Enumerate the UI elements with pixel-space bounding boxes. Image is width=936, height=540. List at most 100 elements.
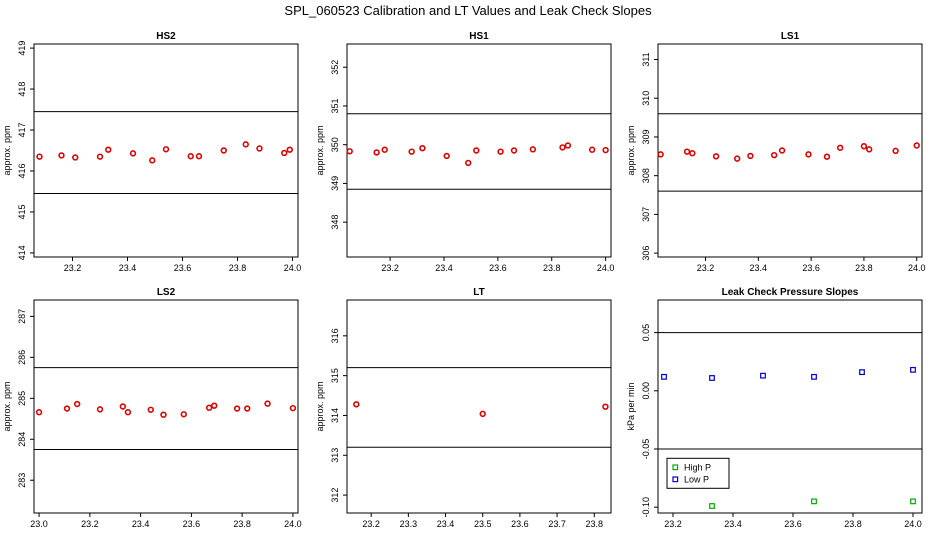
x-tick-label: 23.2 <box>381 263 399 273</box>
x-tick-label: 24.0 <box>597 263 615 273</box>
data-point <box>892 147 899 155</box>
y-tick-label: 348 <box>330 215 340 230</box>
x-tick-label: 23.2 <box>664 519 682 529</box>
data-point <box>96 406 104 413</box>
data-point <box>836 144 844 151</box>
figure-title: SPL_060523 Calibration and LT Values and… <box>284 3 652 18</box>
data-point <box>588 146 596 153</box>
panel-title: LT <box>473 287 484 298</box>
data-point <box>73 400 81 408</box>
x-tick-label: 23.4 <box>132 519 150 529</box>
data-point <box>58 152 65 159</box>
data-point <box>559 144 566 151</box>
data-point <box>661 373 667 380</box>
x-tick-label: 23.8 <box>229 263 247 273</box>
data-point <box>712 153 720 160</box>
y-tick-label: 0.05 <box>641 324 651 342</box>
data-point <box>124 409 132 416</box>
data-point <box>465 159 472 167</box>
data-point <box>187 153 194 160</box>
y-tick-label: 417 <box>17 123 27 138</box>
data-point <box>286 146 293 153</box>
data-point <box>529 146 537 153</box>
data-point <box>657 151 664 158</box>
data-point <box>689 150 696 157</box>
data-point <box>823 153 831 160</box>
x-tick-label: 23.6 <box>511 519 529 529</box>
data-point <box>72 154 79 161</box>
data-point <box>733 155 741 162</box>
y-axis-label: approx. ppm <box>626 125 636 175</box>
data-point <box>408 148 415 155</box>
y-tick-label: 350 <box>330 137 340 152</box>
data-point <box>709 375 715 381</box>
y-tick-label: 312 <box>330 488 340 503</box>
x-tick-label: 23.2 <box>362 519 380 529</box>
data-point <box>220 147 227 154</box>
data-point <box>35 409 43 416</box>
y-axis-label: approx. ppm <box>2 125 12 175</box>
legend-marker <box>672 476 679 483</box>
x-tick-label: 23.4 <box>724 519 742 529</box>
x-tick-label: 23.3 <box>400 519 418 529</box>
legend-box <box>666 457 730 489</box>
data-point <box>564 142 572 149</box>
x-tick-label: 23.4 <box>435 263 453 273</box>
data-point <box>913 142 920 149</box>
data-point <box>147 406 154 413</box>
x-tick-label: 23.6 <box>183 519 201 529</box>
chart-panel-4: LS2 23.0 23.2 23.4 23.6 23.8 24.0 283 284 285 286 2… <box>2 287 302 529</box>
x-tick-label: 23.8 <box>586 519 604 529</box>
panel-title: HS2 <box>156 31 176 42</box>
data-point <box>195 153 203 160</box>
data-point <box>602 403 609 410</box>
x-tick-label: 23.2 <box>697 263 715 273</box>
y-tick-label: 315 <box>330 368 340 383</box>
legend-label: High P <box>684 462 711 472</box>
x-tick-label: 23.8 <box>844 519 862 529</box>
y-tick-label: 316 <box>330 328 340 343</box>
y-tick-label: 309 <box>641 129 651 144</box>
data-point <box>419 144 426 152</box>
x-tick-label: 23.2 <box>81 519 99 529</box>
x-tick-label: 23.4 <box>119 263 137 273</box>
data-point <box>910 366 916 373</box>
y-tick-label: 284 <box>17 432 27 447</box>
y-axis-label: approx. ppm <box>315 381 325 431</box>
y-tick-label: 308 <box>641 168 651 183</box>
data-point <box>381 146 388 153</box>
data-point <box>747 152 754 160</box>
chart-panel-1: HS2 23.2 23.4 23.6 23.8 24.0 414 415 416 417 418 41… <box>2 31 301 273</box>
data-point <box>281 149 288 157</box>
x-tick-label: 23.6 <box>802 263 820 273</box>
y-tick-label: 416 <box>17 163 27 178</box>
data-point <box>805 151 812 158</box>
x-tick-label: 23.8 <box>233 519 251 529</box>
x-tick-label: 23.6 <box>174 263 192 273</box>
data-point <box>497 148 504 155</box>
y-tick-label: 306 <box>641 246 651 261</box>
chart-panel-3: LS1 23.2 23.4 23.6 23.8 24.0 306 307 308 309 310 31… <box>626 31 925 273</box>
x-tick-label: 23.5 <box>474 519 492 529</box>
plot-frame <box>657 299 923 514</box>
y-tick-label: 419 <box>17 41 27 56</box>
y-tick-label: 285 <box>17 391 27 406</box>
data-point <box>443 152 450 160</box>
data-point <box>602 146 609 154</box>
data-point <box>778 147 786 154</box>
x-tick-label: 23.0 <box>30 519 48 529</box>
data-point <box>859 369 865 376</box>
data-point <box>473 147 480 154</box>
y-tick-label: -0.05 <box>641 439 651 460</box>
y-axis-label: approx. ppm <box>2 381 12 431</box>
data-point <box>244 405 251 412</box>
plot-frame <box>657 43 923 258</box>
data-point <box>233 405 241 412</box>
data-point <box>510 147 518 154</box>
legend-label: Low P <box>684 474 709 484</box>
legend: High P Low P <box>666 457 730 489</box>
y-tick-label: 287 <box>17 309 27 324</box>
data-point <box>709 503 715 509</box>
data-point <box>256 145 263 152</box>
data-point <box>760 372 766 379</box>
